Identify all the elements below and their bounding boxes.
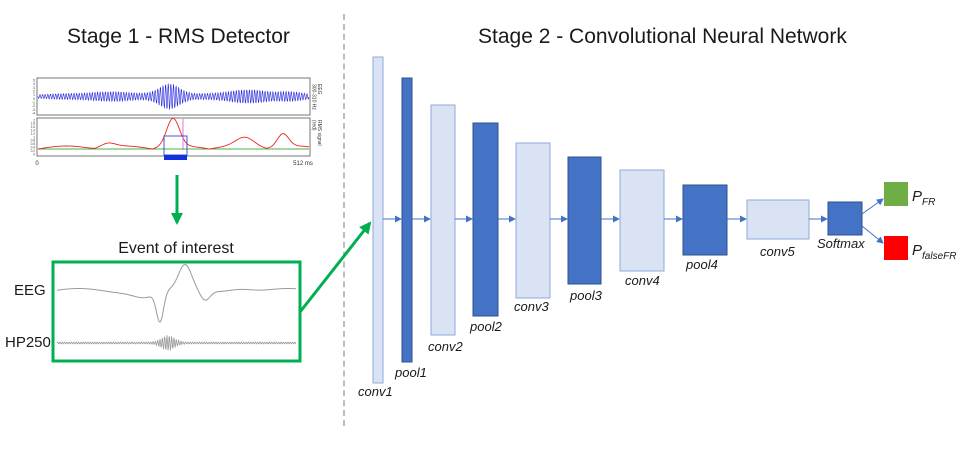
- stage2-title: Stage 2 - Convolutional Neural Network: [478, 25, 847, 48]
- rms-ytick-label: 0: [33, 152, 35, 156]
- event-hp250-trace: [56, 335, 297, 351]
- layer-label-softmax: Softmax: [817, 236, 865, 251]
- event-eeg-trace: [56, 263, 297, 323]
- stage-divider: [343, 14, 345, 426]
- output-arrow-falsefr: [861, 225, 884, 244]
- layer-label-pool4: pool4: [685, 257, 718, 272]
- layer-pool3: [567, 156, 602, 285]
- layer-conv2: [430, 104, 456, 336]
- output-label-falsefr: PfalseFR: [912, 242, 956, 262]
- rms-ytick-label: 0.8: [31, 139, 36, 143]
- layer-label-conv1: conv1: [358, 384, 393, 399]
- layer-pool4: [682, 184, 728, 256]
- eeg-ytick-label: 5: [33, 79, 35, 83]
- output-arrow-fr: [861, 198, 884, 215]
- rms-ytick-label: 1.6: [31, 125, 36, 129]
- rms-ytick-label: 1.8: [31, 122, 36, 126]
- rms-plot-frame: [36, 117, 311, 157]
- event-title: Event of interest: [118, 240, 234, 257]
- layer-label-conv2: conv2: [428, 339, 463, 354]
- eeg-ytick-label: 1: [33, 93, 35, 97]
- eeg-ytick-label: 4: [33, 82, 35, 86]
- layer-label-conv5: conv5: [760, 244, 795, 259]
- layer-label-pool2: pool2: [469, 319, 503, 334]
- output-label-fr: PFR: [912, 188, 935, 208]
- rms-signal-line: [37, 117, 310, 150]
- channel-label-eeg: EEG: [14, 282, 46, 299]
- rms-yticks: 21.81.61.41.210.80.60.40.20: [31, 118, 36, 156]
- x-axis-start: 0: [35, 161, 39, 167]
- eeg-ytick-label: 0: [33, 97, 35, 101]
- output-box-falsefr: [884, 236, 908, 260]
- x-axis-end: 512 ms: [293, 161, 313, 167]
- rms-ytick-label: 2: [33, 118, 35, 122]
- eeg-plot-frame: [36, 77, 311, 116]
- eeg-ytick-label: -2: [32, 104, 35, 108]
- eeg-panel-label: EEG300-310 Hz: [311, 84, 323, 110]
- layer-label-conv4: conv4: [625, 273, 660, 288]
- event-box: [51, 260, 302, 363]
- eeg-ytick-label: -3: [32, 108, 35, 112]
- rms-ytick-label: 0.6: [31, 142, 36, 146]
- eeg-ytick-label: -1: [32, 101, 35, 105]
- layer-pool1: [401, 77, 413, 363]
- layer-softmax: [827, 201, 863, 236]
- detection-bar: [164, 155, 187, 160]
- layer-label-conv3: conv3: [514, 299, 549, 314]
- rms-plot: 21.81.61.41.210.80.60.40.20 RMS signal(r…: [31, 117, 323, 167]
- layer-conv4: [619, 169, 665, 272]
- eeg-ytick-label: -4: [32, 112, 35, 116]
- event-to-cnn-arrow: [298, 221, 372, 313]
- stage1-title: Stage 1 - RMS Detector: [67, 25, 290, 48]
- layer-pool2: [472, 122, 499, 317]
- rms-ytick-label: 1.4: [31, 129, 36, 133]
- rms-ytick-label: 1.2: [31, 132, 36, 136]
- layer-label-pool1: pool1: [394, 365, 427, 380]
- layer-conv1: [372, 56, 384, 384]
- channel-label-hp250: HP250: [5, 334, 51, 351]
- layer-label-pool3: pool3: [569, 288, 603, 303]
- rms-panel-label: RMS signal(red): [311, 120, 323, 146]
- eeg-filtered-wave: [37, 83, 310, 110]
- eeg-ytick-label: 2: [33, 90, 35, 94]
- rms-ytick-label: 1: [33, 135, 35, 139]
- layer-conv5: [746, 199, 810, 240]
- rms-ytick-label: 0.4: [31, 146, 36, 150]
- output-box-fr: [884, 182, 908, 206]
- rms-ytick-label: 0.2: [31, 149, 36, 153]
- layer-conv3: [515, 142, 551, 299]
- eeg-ytick-label: 3: [33, 86, 35, 90]
